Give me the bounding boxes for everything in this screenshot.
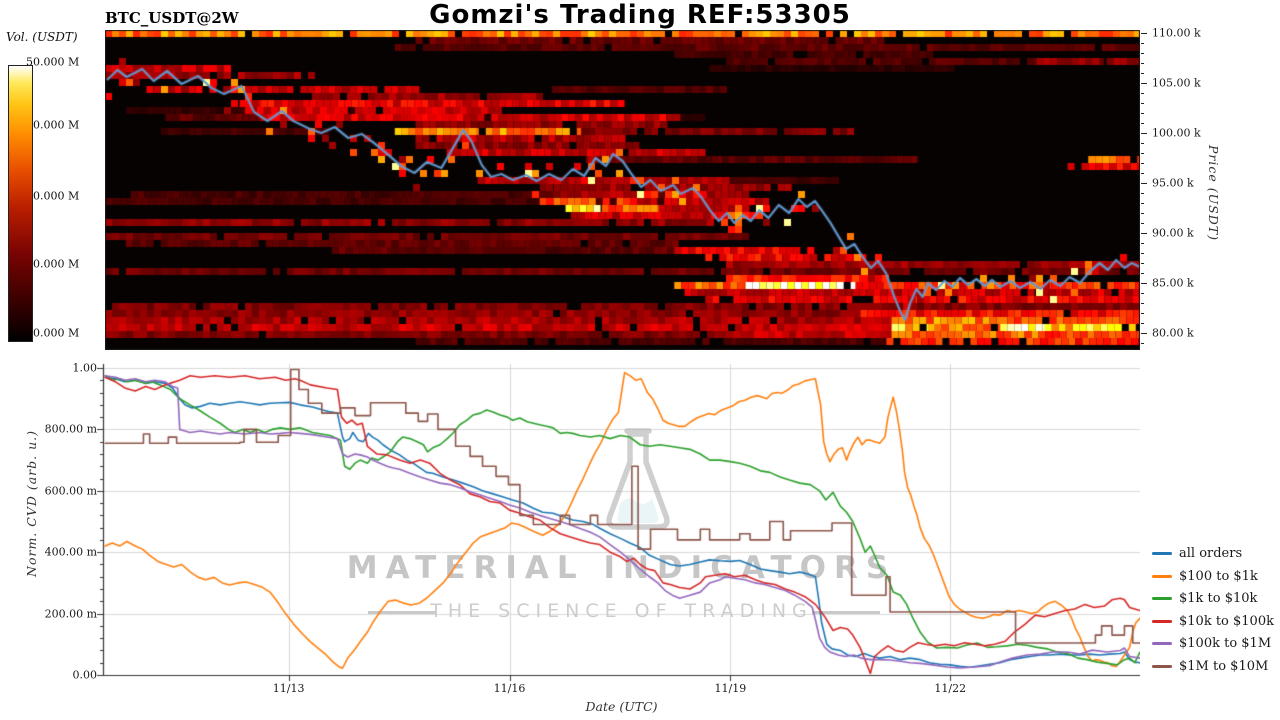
price-minor-tick	[1141, 323, 1144, 324]
colorbar-tick-label: 50.000 M	[26, 55, 80, 69]
price-minor-tick	[1141, 43, 1144, 44]
price-minor-tick	[1141, 73, 1144, 74]
price-minor-tick	[1141, 313, 1144, 314]
liquidity-heatmap-canvas	[105, 30, 1140, 350]
legend-item: $1k to $10k	[1152, 591, 1274, 606]
colorbar-tick-label: 30.000 M	[26, 189, 80, 203]
price-major-tick	[1141, 333, 1147, 334]
price-minor-tick	[1141, 173, 1144, 174]
price-minor-tick	[1141, 123, 1144, 124]
legend-label: $100 to $1k	[1179, 568, 1258, 584]
legend-label: $100k to $1M	[1179, 636, 1272, 651]
price-minor-tick	[1141, 303, 1144, 304]
legend-label: all orders	[1179, 546, 1243, 561]
legend-swatch	[1152, 574, 1172, 578]
price-minor-tick	[1141, 193, 1144, 194]
price-minor-tick	[1141, 143, 1144, 144]
legend-swatch	[1152, 597, 1172, 600]
cvd-ytick-label: 600.00 m	[44, 484, 97, 498]
price-tick-label: 90.00 k	[1152, 226, 1194, 240]
cvd-ytick-label: 800.00 m	[44, 422, 97, 436]
price-tick-label: 85.00 k	[1152, 276, 1194, 290]
legend-item: $1M to $10M	[1152, 659, 1274, 674]
price-tick-label: 105.00 k	[1152, 76, 1201, 90]
price-major-tick	[1141, 233, 1147, 234]
colorbar-label: Vol. (USDT)	[6, 30, 78, 44]
colorbar-tick-label: 40.000 M	[26, 118, 80, 132]
price-tick-label: 100.00 k	[1152, 126, 1201, 140]
legend: all orders $100 to $1k $1k to $10k $10k to …	[1152, 546, 1274, 674]
legend-label: $1k to $10k	[1179, 591, 1258, 606]
price-minor-tick	[1141, 203, 1144, 204]
cvd-ytick-label: 200.00 m	[44, 607, 97, 621]
legend-label: $1M to $10M	[1179, 658, 1269, 674]
price-minor-tick	[1141, 243, 1144, 244]
legend-label: $10k to $100k	[1179, 613, 1274, 629]
price-minor-tick	[1141, 343, 1144, 344]
cvd-y-axis-label: Norm. CVD (arb. u.)	[24, 430, 39, 577]
colorbar	[8, 65, 33, 342]
legend-swatch	[1152, 552, 1172, 555]
price-major-tick	[1141, 83, 1147, 84]
cvd-ytick-label: 400.00 m	[44, 545, 97, 559]
price-minor-tick	[1141, 163, 1144, 164]
chart-title: Gomzi's Trading REF:53305	[429, 0, 851, 30]
legend-item: $100k to $1M	[1152, 636, 1274, 651]
legend-swatch	[1152, 619, 1172, 623]
price-major-tick	[1141, 283, 1147, 284]
legend-item: $100 to $1k	[1152, 569, 1274, 584]
price-major-tick	[1141, 183, 1147, 184]
price-minor-tick	[1141, 103, 1144, 104]
colorbar-tick-label: 20.000 M	[26, 257, 80, 271]
price-minor-tick	[1141, 293, 1144, 294]
price-minor-tick	[1141, 213, 1144, 214]
price-minor-tick	[1141, 223, 1144, 224]
price-axis-label: Price (USDT)	[1206, 145, 1221, 241]
legend-item: $10k to $100k	[1152, 614, 1274, 629]
price-tick-label: 95.00 k	[1152, 176, 1194, 190]
price-minor-tick	[1141, 63, 1144, 64]
legend-swatch	[1152, 642, 1172, 645]
price-minor-tick	[1141, 273, 1144, 274]
price-minor-tick	[1141, 153, 1144, 154]
price-minor-tick	[1141, 113, 1144, 114]
cvd-ytick-label: 0.00	[72, 668, 98, 682]
legend-item: all orders	[1152, 546, 1274, 561]
price-tick-label: 110.00 k	[1152, 26, 1201, 40]
price-minor-tick	[1141, 253, 1144, 254]
instrument-label: BTC_USDT@2W	[105, 9, 239, 27]
price-minor-tick	[1141, 93, 1144, 94]
price-minor-tick	[1141, 263, 1144, 264]
date-axis-label: Date (UTC)	[585, 699, 658, 714]
colorbar-tick-label: 10.000 M	[26, 326, 80, 340]
price-major-tick	[1141, 33, 1147, 34]
price-minor-tick	[1141, 53, 1144, 54]
price-major-tick	[1141, 133, 1147, 134]
price-tick-label: 80.00 k	[1152, 326, 1194, 340]
cvd-lines-canvas	[103, 364, 1140, 677]
legend-swatch	[1152, 664, 1172, 668]
cvd-ytick-label: 1.00	[72, 361, 98, 375]
